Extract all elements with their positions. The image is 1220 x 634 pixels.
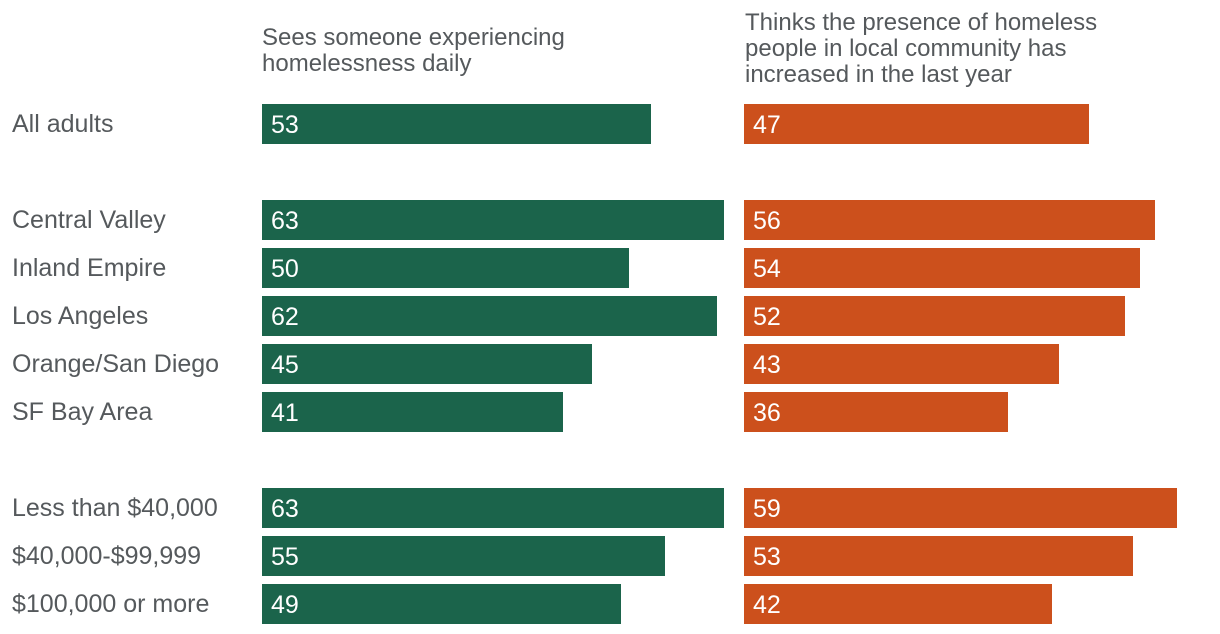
value-label: 55 [271,543,299,571]
value-label: 63 [271,495,299,523]
bar-increased-sf-bay-area: 36 [744,392,1008,432]
value-label: 63 [271,207,299,235]
bar-sees-daily-orange-san-diego: 45 [262,344,592,384]
category-label-100-000-or-more: $100,000 or more [12,590,210,618]
value-label: 42 [753,591,781,619]
category-label-less-than-40-000: Less than $40,000 [12,494,218,522]
value-label: 62 [271,303,299,331]
category-label-central-valley: Central Valley [12,206,166,234]
value-label: 43 [753,351,781,379]
bar-increased-100-000-or-more: 42 [744,584,1052,624]
value-label: 56 [753,207,781,235]
bar-increased-less-than-40-000: 59 [744,488,1177,528]
category-label-inland-empire: Inland Empire [12,254,167,282]
bar-increased-all-adults: 47 [744,104,1089,144]
value-label: 49 [271,591,299,619]
category-label-40-000-99-999: $40,000-$99,999 [12,542,202,570]
value-label: 47 [753,111,781,139]
bar-sees-daily-inland-empire: 50 [262,248,629,288]
value-label: 52 [753,303,781,331]
value-label: 36 [753,399,781,427]
bar-sees-daily-less-than-40-000: 63 [262,488,724,528]
bar-sees-daily-los-angeles: 62 [262,296,717,336]
bar-sees-daily-central-valley: 63 [262,200,724,240]
bar-sees-daily-40-000-99-999: 55 [262,536,665,576]
value-label: 53 [271,111,299,139]
series-header-increased: Thinks the presence of homeless people i… [745,9,1098,88]
category-label-los-angeles: Los Angeles [12,302,149,330]
category-label-orange-san-diego: Orange/San Diego [12,350,220,378]
series-header-sees-daily: Sees someone experiencing homelessness d… [262,24,565,77]
category-label-sf-bay-area: SF Bay Area [12,398,153,426]
value-label: 54 [753,255,781,283]
category-label-all-adults: All adults [12,110,114,138]
value-label: 53 [753,543,781,571]
bar-sees-daily-all-adults: 53 [262,104,651,144]
bar-increased-orange-san-diego: 43 [744,344,1059,384]
bar-sees-daily-sf-bay-area: 41 [262,392,563,432]
bar-increased-inland-empire: 54 [744,248,1140,288]
value-label: 50 [271,255,299,283]
value-label: 45 [271,351,299,379]
bar-sees-daily-100-000-or-more: 49 [262,584,621,624]
value-label: 41 [271,399,299,427]
value-label: 59 [753,495,781,523]
bar-increased-los-angeles: 52 [744,296,1125,336]
bar-increased-40-000-99-999: 53 [744,536,1133,576]
bar-increased-central-valley: 56 [744,200,1155,240]
